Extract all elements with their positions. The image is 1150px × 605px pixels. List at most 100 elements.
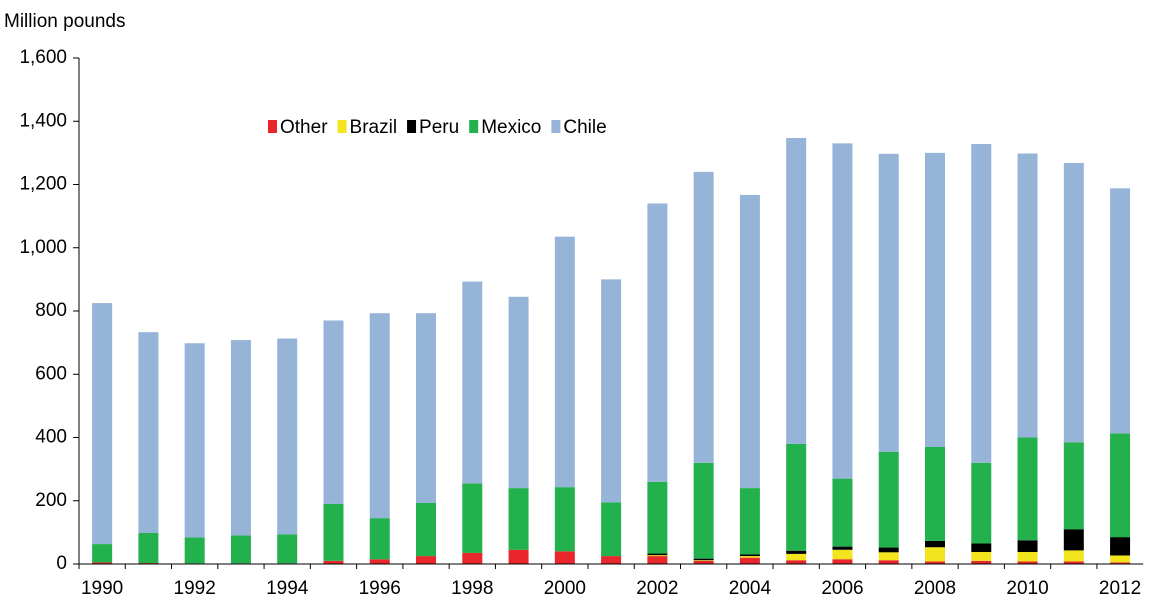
bar-segment — [1063, 529, 1084, 551]
bar-segment — [1063, 442, 1084, 530]
bar-segment — [92, 562, 113, 564]
bar-segment — [554, 551, 575, 564]
bar-segment — [323, 320, 344, 504]
bar-segment — [739, 556, 760, 558]
bar-segment — [647, 553, 668, 556]
x-tick-label: 2000 — [544, 578, 586, 599]
bar-segment — [1110, 555, 1131, 563]
bar-segment — [832, 143, 853, 479]
bar-segment — [184, 537, 205, 564]
bar-segment — [971, 144, 992, 463]
bar-segment — [1110, 562, 1131, 564]
x-tick-label: 1992 — [174, 578, 216, 599]
y-tick-label: 0 — [56, 553, 67, 574]
bar-segment — [1110, 433, 1131, 538]
y-tick-label: 800 — [35, 300, 67, 321]
bar-segment — [462, 552, 483, 564]
legend-swatch — [469, 120, 479, 133]
bar-segment — [924, 561, 945, 564]
x-tick-label: 1994 — [266, 578, 309, 599]
y-tick-label: 400 — [35, 427, 67, 448]
bar-segment — [508, 488, 529, 550]
bar-segment — [878, 560, 899, 564]
bar-segment — [1017, 561, 1038, 564]
bar-segment — [693, 558, 714, 561]
bar-segment — [786, 553, 807, 561]
bar-segment — [323, 560, 344, 564]
x-tick-label: 1996 — [359, 578, 401, 599]
bar-segment — [508, 296, 529, 489]
bar-segment — [277, 534, 298, 564]
bar-segment — [878, 153, 899, 452]
bar-segment — [832, 478, 853, 547]
bar-segment — [138, 332, 159, 534]
x-tick-label: 2012 — [1099, 578, 1141, 599]
bar-segment — [277, 338, 298, 535]
bar-segment — [554, 236, 575, 488]
bar-segment — [369, 313, 390, 519]
legend-swatch — [337, 120, 347, 133]
bar-segment — [647, 481, 668, 554]
bar-segment — [739, 557, 760, 564]
bar-segment — [786, 550, 807, 554]
legend-swatch — [268, 120, 277, 133]
bar-segment — [554, 487, 575, 552]
bar-segment — [416, 313, 437, 503]
bar-segment — [786, 560, 807, 564]
bar-segment — [230, 340, 251, 536]
y-tick-label: 1,400 — [19, 110, 67, 131]
x-tick-label: 1998 — [451, 578, 493, 599]
y-tick-label: 1,200 — [19, 174, 67, 195]
bar-segment — [1110, 537, 1131, 556]
bar-segment — [971, 560, 992, 564]
bar-segment — [601, 279, 622, 503]
bar-segment — [693, 462, 714, 559]
bar-segment — [1017, 437, 1038, 541]
bar-segment — [1017, 153, 1038, 438]
bar-segment — [184, 343, 205, 538]
legend-label: Brazil — [350, 117, 398, 138]
x-tick-label: 2002 — [636, 578, 678, 599]
bar-segment — [1063, 561, 1084, 564]
bar-segment — [971, 462, 992, 544]
legend-label: Peru — [419, 117, 459, 138]
legend-swatch — [551, 120, 561, 133]
bar-segment — [786, 138, 807, 444]
bar-segment — [924, 446, 945, 541]
bar-segment — [138, 533, 159, 564]
y-tick-label: 200 — [35, 490, 67, 511]
x-tick-label: 2006 — [821, 578, 863, 599]
bar-segment — [971, 551, 992, 561]
x-tick-label: 2004 — [729, 578, 772, 599]
bar-segment — [462, 483, 483, 553]
bar-segment — [462, 281, 483, 484]
y-tick-label: 1,600 — [19, 47, 67, 68]
bar-segment — [971, 543, 992, 552]
bar-segment — [924, 152, 945, 447]
y-tick-label: 1,000 — [19, 237, 67, 258]
bar-segment — [416, 556, 437, 564]
bar-segment — [832, 559, 853, 564]
bar-segment — [693, 560, 714, 561]
y-tick-label: 600 — [35, 363, 67, 384]
bar-segment — [739, 194, 760, 489]
x-tick-label: 1990 — [81, 578, 123, 599]
bar-segment — [369, 559, 390, 564]
bar-segment — [1017, 551, 1038, 562]
x-tick-label: 2010 — [1006, 578, 1048, 599]
bar-segment — [323, 503, 344, 561]
bar-segment — [647, 203, 668, 482]
legend-label: Chile — [563, 117, 606, 138]
bar-segment — [832, 549, 853, 560]
bar-segment — [1110, 188, 1131, 434]
bar-segment — [508, 549, 529, 564]
bar-segment — [693, 560, 714, 564]
y-axis-label: Million pounds — [4, 11, 125, 32]
bar-segment — [601, 556, 622, 564]
bar-segment — [416, 502, 437, 557]
bar-segment — [1017, 540, 1038, 552]
bar-segment — [369, 518, 390, 560]
bar-segment — [647, 556, 668, 564]
bar-segment — [924, 547, 945, 562]
